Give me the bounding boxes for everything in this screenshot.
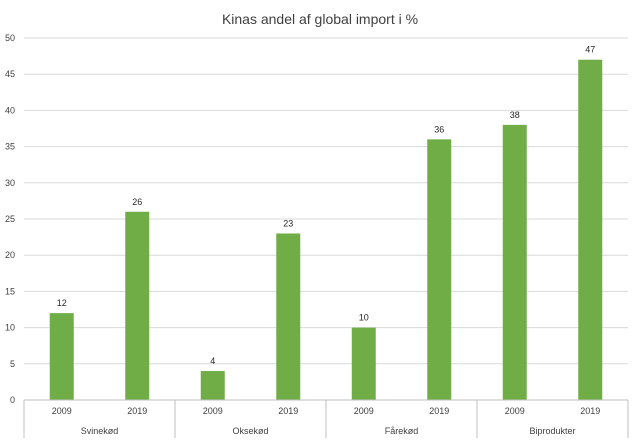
x-year-label: 2009 xyxy=(354,406,374,416)
x-category-label: Fårekød xyxy=(385,426,419,436)
y-tick-label: 20 xyxy=(5,250,15,260)
x-year-label: 2009 xyxy=(203,406,223,416)
gridlines xyxy=(24,37,628,365)
y-tick-label: 35 xyxy=(5,142,15,152)
x-category-label: Oksekød xyxy=(232,426,268,436)
x-year-label: 2009 xyxy=(505,406,525,416)
y-tick-label: 30 xyxy=(5,178,15,188)
data-label: 47 xyxy=(585,45,595,55)
data-label: 38 xyxy=(510,110,520,120)
x-year-label: 2019 xyxy=(429,406,449,416)
y-tick-label: 25 xyxy=(5,214,15,224)
data-label: 26 xyxy=(132,197,142,207)
data-label: 10 xyxy=(359,313,369,323)
bar xyxy=(351,327,376,400)
x-axis: 2009 2019 Svinekød 2009 2019 Oksekød 2009 2019 F… xyxy=(23,399,629,438)
bars xyxy=(49,59,603,401)
bar xyxy=(125,211,150,400)
chart-title: Kinas andel af global import i % xyxy=(222,11,418,27)
data-labels: 12 26 4 23 10 36 38 47 xyxy=(57,45,596,366)
bar xyxy=(49,313,74,400)
y-tick-label: 10 xyxy=(5,323,15,333)
x-year-label: 2019 xyxy=(278,406,298,416)
data-label: 36 xyxy=(434,124,444,134)
bar xyxy=(427,139,452,401)
y-tick-label: 45 xyxy=(5,69,15,79)
x-year-label: 2019 xyxy=(127,406,147,416)
x-year-label: 2019 xyxy=(580,406,600,416)
x-category-label: Svinekød xyxy=(81,426,119,436)
bar xyxy=(578,59,603,400)
y-tick-label: 15 xyxy=(5,286,15,296)
data-label: 23 xyxy=(283,218,293,228)
x-category-label: Biprodukter xyxy=(529,426,575,436)
y-axis-ticks: 0 5 10 15 20 25 30 35 40 45 50 xyxy=(5,33,15,405)
bar xyxy=(276,233,301,400)
y-tick-label: 0 xyxy=(10,395,15,405)
bar xyxy=(502,124,527,400)
y-tick-label: 40 xyxy=(5,105,15,115)
x-year-label: 2009 xyxy=(52,406,72,416)
data-label: 12 xyxy=(57,298,67,308)
y-tick-label: 5 xyxy=(10,359,15,369)
y-tick-label: 50 xyxy=(5,33,15,43)
data-label: 4 xyxy=(210,356,215,366)
bar xyxy=(200,371,225,400)
